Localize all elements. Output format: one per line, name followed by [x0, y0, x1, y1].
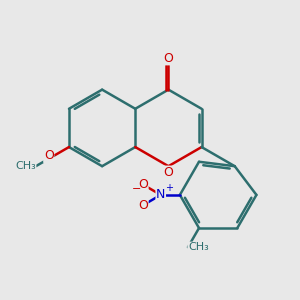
Text: O: O — [138, 199, 148, 212]
Text: +: + — [165, 183, 173, 194]
Text: O: O — [164, 166, 173, 179]
Text: −: − — [132, 184, 141, 194]
Text: O: O — [164, 52, 173, 65]
Text: CH₃: CH₃ — [188, 242, 209, 252]
Text: O: O — [138, 178, 148, 191]
Text: CH₃: CH₃ — [15, 161, 36, 171]
Text: O: O — [44, 149, 54, 162]
Text: N: N — [156, 188, 165, 201]
